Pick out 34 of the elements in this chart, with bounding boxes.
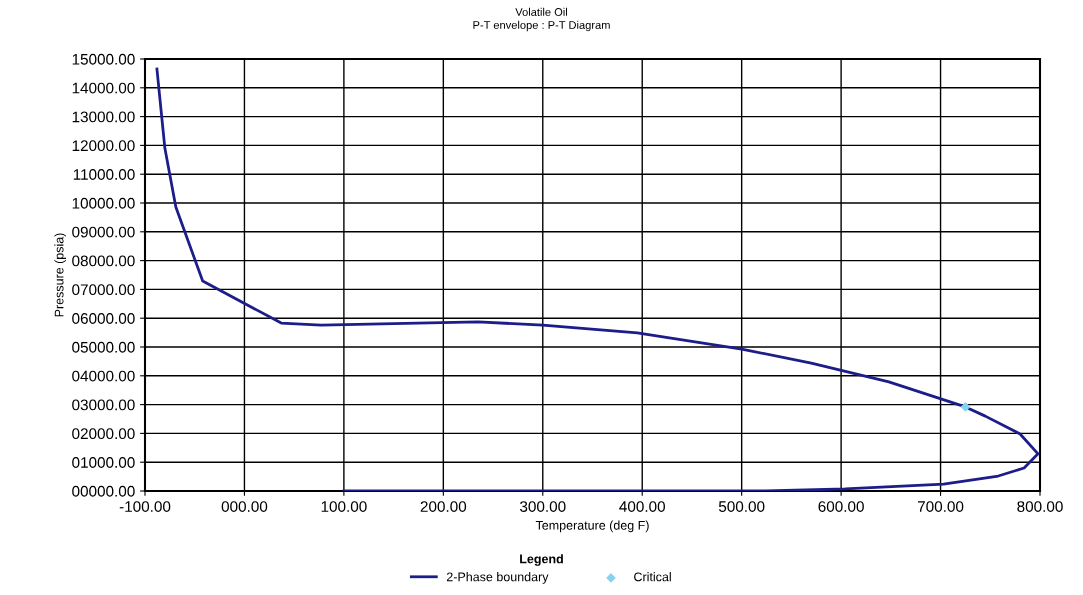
- y-tick-label: 05000.00: [72, 341, 135, 353]
- x-axis-title: Temperature (deg F): [535, 520, 649, 533]
- x-tick-label: 200.00: [420, 501, 467, 512]
- y-tick-label: 11000.00: [73, 169, 135, 180]
- chart-title: Volatile Oil: [515, 7, 568, 16]
- y-tick-label: 07000.00: [72, 284, 135, 296]
- y-tick-label: 14000.00: [72, 82, 135, 94]
- y-tick-label: 06000.00: [72, 313, 135, 324]
- y-tick-label: 09000.00: [72, 226, 135, 238]
- y-tick-label: 08000.00: [72, 255, 135, 267]
- y-tick-label: 12000.00: [72, 140, 135, 152]
- y-tick-label: 00000.00: [72, 485, 135, 497]
- y-tick-label: 03000.00: [72, 399, 135, 411]
- y-tick-label: 13000.00: [72, 111, 135, 123]
- x-tick-label: 400.00: [619, 501, 665, 512]
- x-tick-label: -100.00: [119, 501, 171, 512]
- x-tick-label: 700.00: [917, 501, 964, 512]
- legend-label: 2-Phase boundary: [446, 572, 549, 584]
- legend-title: Legend: [520, 554, 563, 566]
- y-tick-label: 04000.00: [72, 370, 135, 382]
- y-tick-label: 10000.00: [72, 197, 135, 209]
- y-axis-title: Pressure (psia): [54, 233, 67, 317]
- x-tick-label: 100.00: [321, 501, 367, 512]
- y-tick-label: 01000.00: [72, 457, 135, 468]
- chart-subtitle: P-T envelope : P-T Diagram: [473, 20, 610, 32]
- x-tick-label: 500.00: [718, 501, 765, 512]
- y-tick-label: 02000.00: [72, 428, 135, 440]
- x-tick-label: 000.00: [221, 501, 268, 512]
- y-tick-label: 15000.00: [72, 53, 135, 65]
- legend-label: Critical: [634, 572, 671, 582]
- x-tick-label: 800.00: [1017, 501, 1063, 512]
- line-series: [155, 67, 1040, 491]
- x-tick-label: 300.00: [520, 501, 566, 512]
- x-tick-label: 600.00: [818, 501, 864, 512]
